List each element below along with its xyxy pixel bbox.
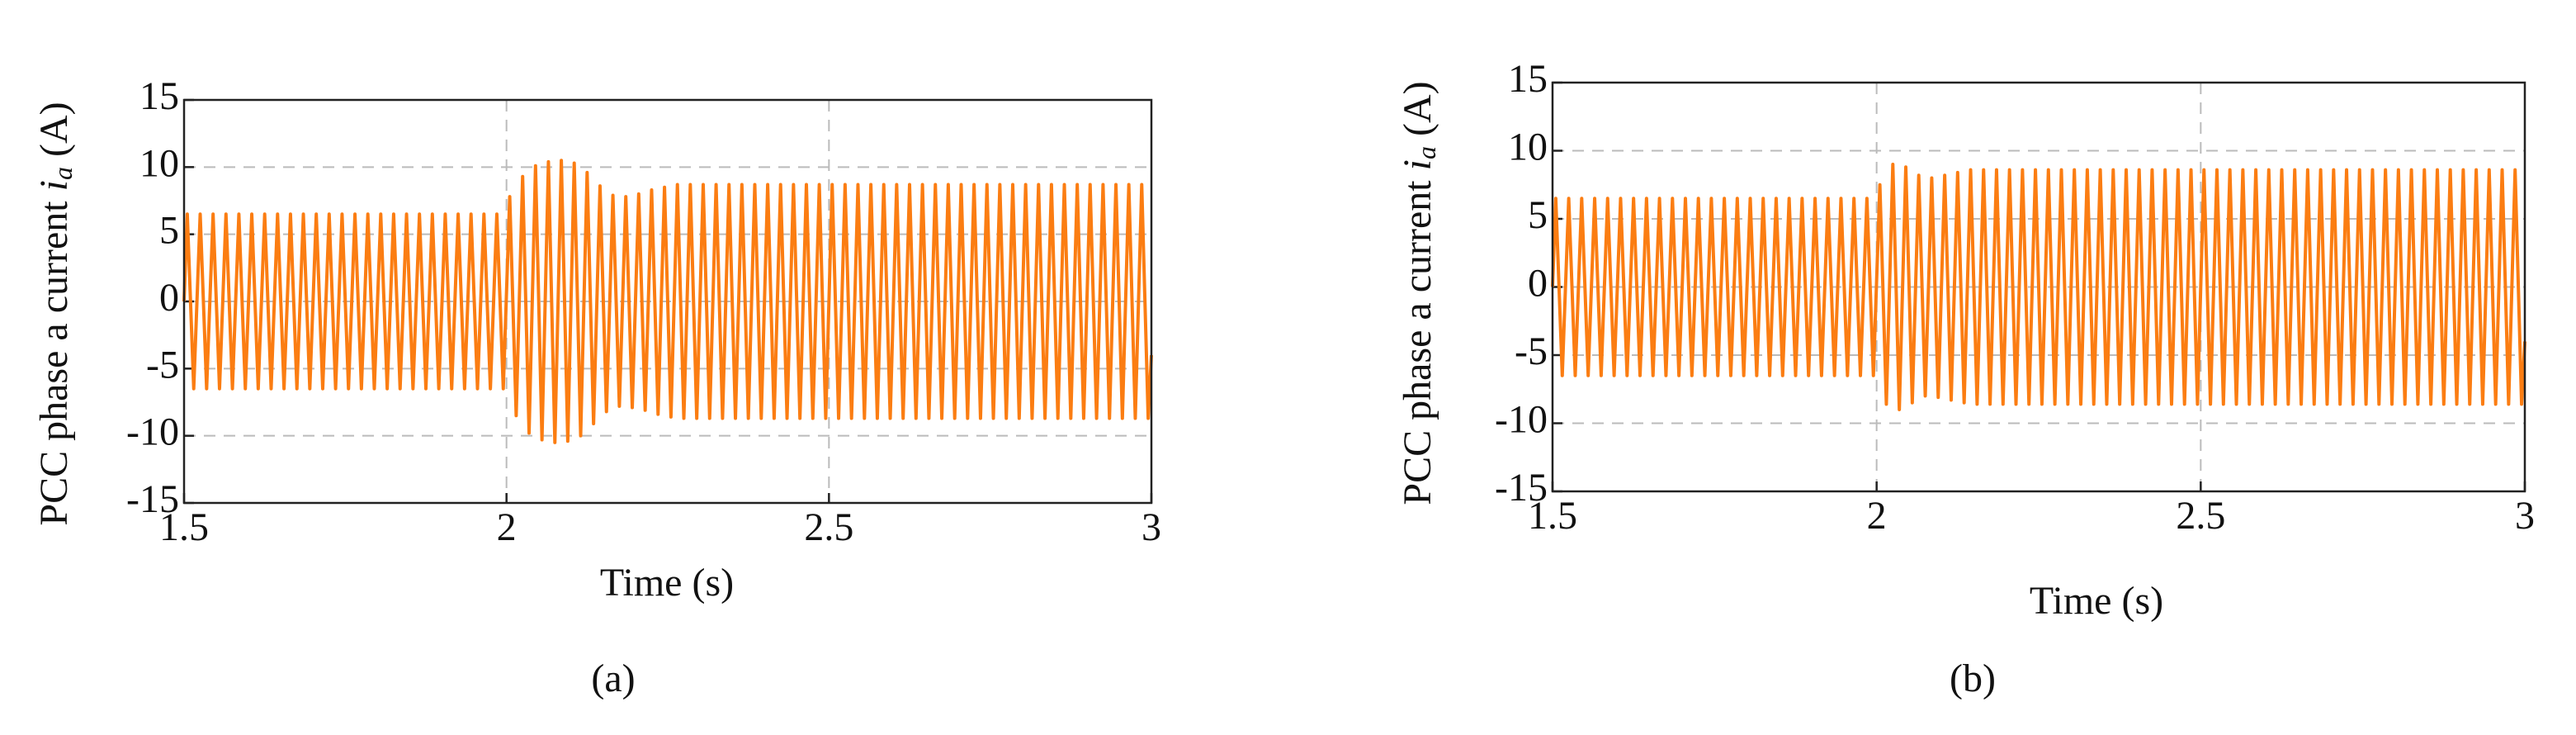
y-axis-label-part: a [1411, 146, 1441, 159]
x-axis-label: Time (s) [2030, 579, 2163, 623]
y-axis-label-part: (A) [1396, 81, 1439, 146]
waveform [1551, 163, 2526, 411]
y-axis-label-part: PCC phase a current [32, 191, 76, 525]
y-axis-label-part: i [32, 180, 76, 191]
plot-frame [1551, 81, 2526, 493]
y-axis-label: PCC phase a current ia (A) [32, 102, 78, 525]
y-tick-label: 15 [1508, 57, 1548, 101]
y-tick-label: 15 [139, 74, 179, 118]
y-axis-label-part: i [1396, 159, 1439, 170]
y-tick-label: -15 [126, 477, 179, 521]
x-tick-label: 2.5 [804, 505, 853, 549]
panel-caption: (b) [1950, 657, 1996, 700]
y-tick-label: 5 [1528, 193, 1548, 237]
y-tick-label: -10 [1495, 398, 1548, 442]
y-axis-label-part: (A) [32, 102, 76, 167]
y-tick-label: 5 [159, 209, 179, 253]
x-tick-label: 1.5 [1528, 494, 1577, 538]
waveform [182, 159, 1153, 444]
x-axis-label: Time (s) [600, 561, 734, 605]
y-tick-label: 0 [159, 276, 179, 320]
y-tick-label: 10 [1508, 126, 1548, 169]
y-tick-label: 10 [139, 141, 179, 185]
y-tick-label: -10 [126, 410, 179, 454]
y-tick-label: 0 [1528, 262, 1548, 306]
x-tick-label: 1.5 [159, 505, 209, 549]
panel-caption: (a) [591, 657, 635, 700]
x-tick-label: 3 [1141, 505, 1161, 549]
x-tick-label: 2.5 [2176, 494, 2225, 538]
x-tick-label: 2 [1867, 494, 1887, 538]
y-tick-label: -5 [146, 343, 179, 386]
y-axis-label-part: a [48, 167, 78, 180]
y-tick-label: -5 [1515, 330, 1548, 373]
x-tick-label: 2 [497, 505, 517, 549]
chart-panel: -15 -10 -5 0 5 10 15 1.5 2 2.5 3 Time (s) PCC phase … [32, 74, 1161, 700]
x-tick-label: 3 [2515, 494, 2535, 538]
plot-frame [182, 98, 1153, 505]
chart-panel: -15 -10 -5 0 5 10 15 1.5 2 2.5 3 Time (s) PCC phase … [1396, 57, 2535, 700]
y-axis-label: PCC phase a current ia (A) [1396, 81, 1441, 505]
y-axis-label-part: PCC phase a current [1396, 170, 1439, 505]
y-tick-label: -15 [1495, 466, 1548, 510]
